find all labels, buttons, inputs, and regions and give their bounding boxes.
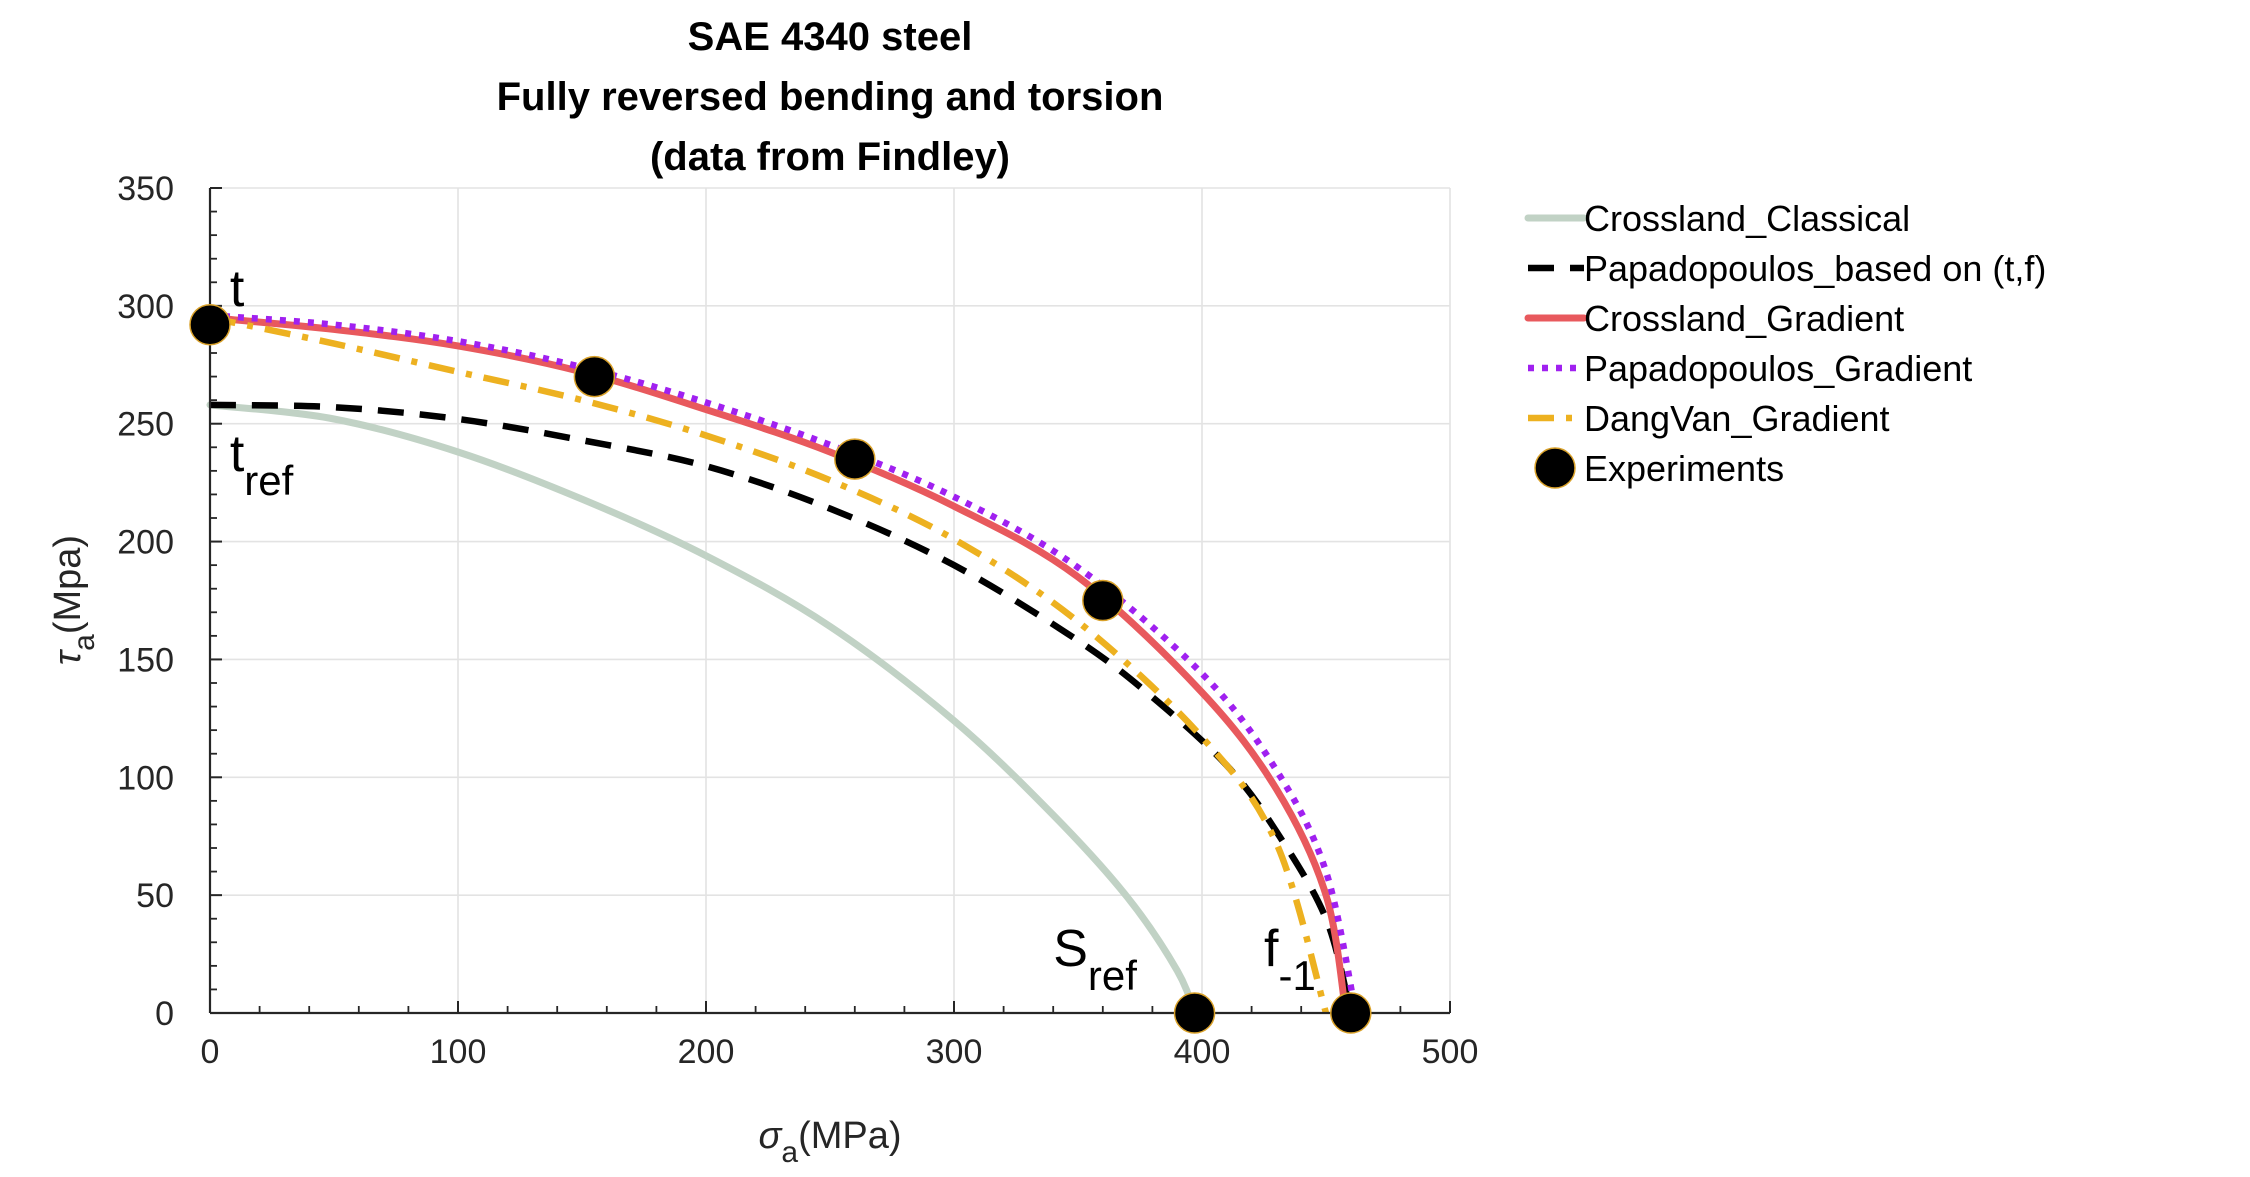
y-tick-label: 200 xyxy=(117,524,174,562)
annotation-t-main: t xyxy=(230,260,245,318)
title-line-3: (data from Findley) xyxy=(650,135,1010,179)
series-layer xyxy=(206,312,1359,1017)
experiment-point xyxy=(1173,992,1216,1034)
legend-label: Crossland_Gradient xyxy=(1584,298,1904,339)
series-line-crossland-gradient xyxy=(206,314,1350,1017)
title-line-1: SAE 4340 steel xyxy=(688,15,973,59)
legend: Crossland_Classical Papadopoulos_based on… xyxy=(1524,198,2046,489)
x-tick-label: 0 xyxy=(201,1033,220,1071)
grid xyxy=(209,187,1451,1014)
legend-swatch xyxy=(1534,447,1576,489)
experiment-point xyxy=(1330,992,1372,1034)
experiment-markers xyxy=(189,303,1372,1034)
x-tick-label: 100 xyxy=(430,1033,487,1071)
experiment-point xyxy=(573,355,616,398)
legend-label: Crossland_Classical xyxy=(1584,198,1910,239)
annotation-f-1: f-1 xyxy=(1264,920,1316,999)
legend-item-experiments: Experiments xyxy=(1534,447,1784,489)
y-axis-label: τa(Mpa) xyxy=(47,535,101,665)
annotation-t-ref: tref xyxy=(230,425,294,504)
legend-item-crossland-gradient: Crossland_Gradient xyxy=(1524,298,1904,339)
y-tick-label: 50 xyxy=(136,877,174,915)
y-tick-label: 150 xyxy=(117,641,174,679)
legend-item-papadopoulos-based-on-t-f: Papadopoulos_based on (t,f) xyxy=(1528,248,2046,289)
y-tick-label: 350 xyxy=(117,170,174,208)
ticks: 0 100 200 300 400 500 0 50 100 150 200 250 300 350 xyxy=(117,170,1478,1071)
series-line-dangvan-gradient xyxy=(209,314,1330,1014)
legend-label: Experiments xyxy=(1584,448,1784,489)
title-line-2: Fully reversed bending and torsion xyxy=(497,75,1164,119)
series-line-crossland-classical xyxy=(206,401,1199,1017)
annotation-s-ref: Sref xyxy=(1053,920,1137,999)
legend-label: DangVan_Gradient xyxy=(1584,398,1890,439)
x-axis-label: σa(MPa) xyxy=(758,1115,901,1169)
chart-title: SAE 4340 steel Fully reversed bending an… xyxy=(497,15,1164,179)
legend-item-dangvan-gradient: DangVan_Gradient xyxy=(1528,398,1890,439)
experiment-point xyxy=(834,438,876,480)
legend-label: Papadopoulos_Gradient xyxy=(1584,348,1972,389)
y-tick-label: 250 xyxy=(117,406,174,444)
legend-item-crossland-classical: Crossland_Classical xyxy=(1524,198,1910,239)
legend-item-papadopoulos-gradient: Papadopoulos_Gradient xyxy=(1528,348,1972,389)
series-line-papadopoulos-based-on-t-f xyxy=(209,401,1354,1014)
x-tick-label: 300 xyxy=(926,1033,983,1071)
axes xyxy=(208,188,1450,1015)
x-tick-label: 200 xyxy=(678,1033,735,1071)
series-line-papadopoulos-gradient xyxy=(209,312,1359,1014)
y-tick-label: 300 xyxy=(117,288,174,326)
y-tick-label: 100 xyxy=(117,759,174,797)
x-tick-label: 500 xyxy=(1422,1033,1479,1071)
experiment-point xyxy=(189,303,231,346)
experiment-point xyxy=(1082,579,1124,622)
annotations: t tref Sref f-1 xyxy=(230,260,1316,999)
legend-label: Papadopoulos_based on (t,f) xyxy=(1584,248,2046,289)
y-tick-label: 0 xyxy=(155,995,174,1033)
x-tick-label: 400 xyxy=(1174,1033,1231,1071)
